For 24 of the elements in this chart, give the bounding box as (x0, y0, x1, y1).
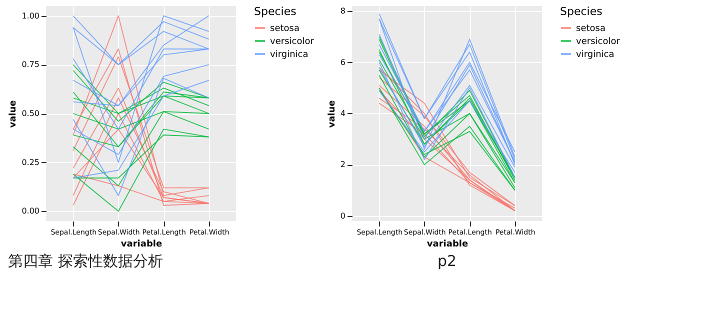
x-axis-title: variable (426, 240, 468, 250)
y-axis-title: value (327, 100, 338, 128)
x-axis-title: variable (120, 240, 162, 250)
legend-label: virginica (576, 50, 614, 60)
legend-title: Species (254, 5, 297, 18)
y-tick-label: 0.00 (22, 206, 40, 216)
legend-label: virginica (270, 50, 308, 60)
y-axis-title: value (8, 100, 19, 128)
legend-label: setosa (576, 24, 606, 34)
text: p2 (437, 252, 457, 270)
y-tick-label: 0.50 (22, 109, 40, 118)
y-tick-label: 0.75 (22, 60, 40, 70)
legend-label: versicolor (576, 37, 620, 47)
y-tick-label: 2 (340, 160, 346, 170)
y-tick-label: 0.25 (22, 158, 40, 167)
y-tick-label: 6 (340, 58, 346, 67)
y-tick-label: 0 (340, 211, 346, 220)
legend-title: Species (560, 5, 603, 18)
legend-label: setosa (270, 24, 300, 34)
y-tick-label: 8 (340, 6, 346, 16)
text: 第四章 探索性数据分析 (8, 252, 163, 270)
y-tick-label: 4 (340, 109, 346, 118)
y-tick-label: 1.00 (22, 11, 40, 20)
legend-label: versicolor (270, 37, 314, 47)
